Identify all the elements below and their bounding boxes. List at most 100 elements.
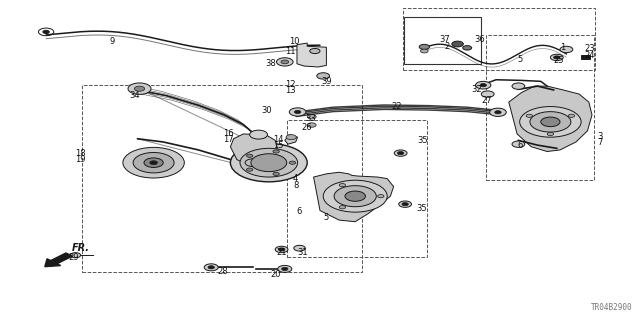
Text: 14: 14: [273, 135, 284, 144]
Circle shape: [490, 108, 506, 116]
Circle shape: [281, 60, 289, 64]
Text: 8: 8: [293, 181, 298, 189]
Circle shape: [547, 132, 554, 136]
Circle shape: [246, 154, 253, 157]
Bar: [581, 55, 590, 59]
Circle shape: [378, 195, 384, 198]
Text: 9: 9: [109, 37, 115, 46]
Circle shape: [420, 49, 428, 53]
Circle shape: [323, 180, 387, 212]
Circle shape: [512, 83, 525, 89]
Bar: [486, 35, 594, 180]
Circle shape: [251, 154, 287, 172]
Circle shape: [463, 46, 472, 50]
Circle shape: [286, 135, 296, 140]
FancyArrow shape: [45, 253, 72, 267]
Text: 35: 35: [417, 137, 428, 145]
Circle shape: [317, 73, 330, 79]
Polygon shape: [230, 134, 278, 166]
Text: 30: 30: [262, 106, 272, 115]
Circle shape: [334, 186, 376, 207]
Circle shape: [294, 245, 305, 251]
Circle shape: [520, 107, 581, 137]
Text: 35: 35: [416, 204, 426, 213]
Circle shape: [481, 91, 494, 97]
Text: 4: 4: [293, 174, 298, 183]
Circle shape: [123, 147, 184, 178]
Circle shape: [240, 148, 298, 177]
Text: 18: 18: [75, 149, 85, 158]
Circle shape: [512, 141, 525, 147]
Text: 6: 6: [296, 207, 301, 216]
Circle shape: [144, 158, 163, 167]
Circle shape: [452, 41, 463, 47]
Circle shape: [554, 56, 560, 59]
Text: 32: 32: [472, 85, 482, 94]
Circle shape: [568, 114, 575, 117]
Polygon shape: [297, 43, 326, 67]
Text: FR.: FR.: [72, 243, 90, 253]
Circle shape: [282, 267, 288, 271]
Circle shape: [399, 201, 412, 207]
Text: 33: 33: [305, 114, 316, 123]
Circle shape: [394, 150, 407, 156]
Text: 25: 25: [554, 56, 564, 65]
Circle shape: [495, 111, 501, 114]
Text: 28: 28: [218, 267, 228, 276]
Circle shape: [134, 86, 145, 91]
Text: 12: 12: [285, 80, 295, 89]
Circle shape: [419, 44, 429, 49]
Text: 20: 20: [270, 270, 280, 279]
Circle shape: [278, 248, 285, 251]
Bar: [82, 85, 362, 272]
Circle shape: [397, 152, 404, 155]
Circle shape: [245, 159, 260, 167]
Text: 39: 39: [321, 77, 332, 86]
Circle shape: [310, 48, 320, 54]
Text: 21: 21: [276, 248, 287, 256]
Circle shape: [278, 265, 292, 272]
Text: 5: 5: [517, 55, 522, 63]
Text: 5: 5: [324, 213, 329, 222]
Circle shape: [307, 115, 316, 119]
Circle shape: [273, 172, 279, 175]
Bar: [403, 8, 595, 70]
Text: 16: 16: [223, 129, 234, 138]
Circle shape: [133, 152, 174, 173]
Circle shape: [294, 110, 301, 114]
Text: 7: 7: [598, 138, 603, 147]
Circle shape: [526, 114, 532, 117]
Circle shape: [339, 206, 346, 209]
Circle shape: [276, 58, 293, 66]
Text: 36: 36: [475, 35, 485, 44]
Circle shape: [204, 264, 218, 271]
Text: 38: 38: [266, 59, 276, 68]
Circle shape: [230, 144, 307, 182]
Circle shape: [550, 54, 563, 61]
Text: TR04B2900: TR04B2900: [591, 303, 632, 312]
Polygon shape: [285, 135, 298, 144]
Text: 31: 31: [298, 248, 308, 256]
Circle shape: [289, 161, 296, 164]
Text: 11: 11: [285, 47, 295, 56]
Circle shape: [70, 253, 81, 258]
Text: 6: 6: [517, 141, 522, 150]
Circle shape: [250, 130, 268, 139]
Text: 1: 1: [561, 43, 566, 52]
Bar: [404, 17, 481, 64]
Polygon shape: [314, 172, 394, 222]
Text: 24: 24: [584, 51, 595, 60]
Circle shape: [402, 203, 408, 206]
Circle shape: [150, 161, 157, 165]
Text: 17: 17: [223, 135, 234, 144]
Text: 13: 13: [285, 86, 295, 95]
Circle shape: [128, 83, 151, 94]
Circle shape: [339, 183, 346, 187]
Circle shape: [345, 191, 365, 201]
Text: 3: 3: [598, 132, 603, 141]
Circle shape: [541, 117, 560, 127]
Text: 2: 2: [444, 42, 449, 51]
Circle shape: [246, 168, 253, 171]
Text: 15: 15: [273, 141, 284, 150]
Text: 22: 22: [392, 102, 402, 111]
